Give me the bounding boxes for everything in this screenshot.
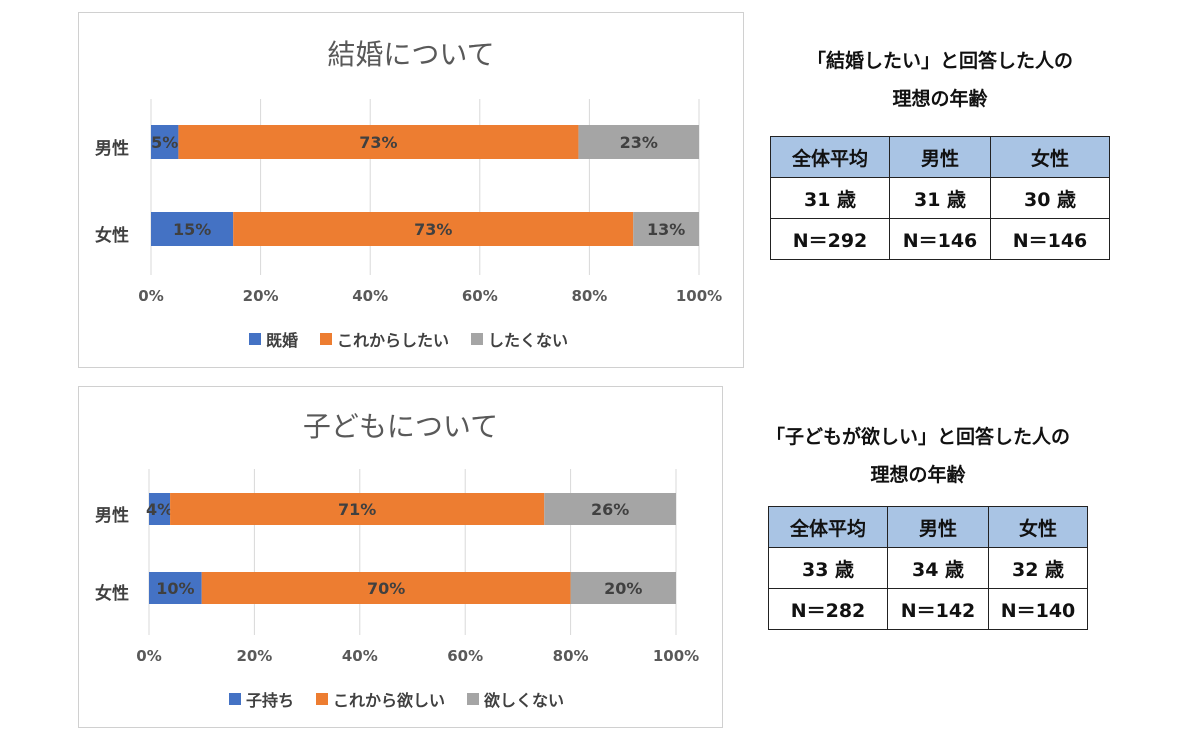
table-cell: N＝140 <box>988 588 1088 630</box>
bar-segment <box>201 572 571 604</box>
marriage-chart: 結婚について 5% 73% 23% 15% 73% 13% 男性 女性 0% 20% 40… <box>78 12 744 368</box>
table-cell: 33 歳 <box>768 547 888 589</box>
category-label-female: 女性 <box>95 584 129 604</box>
x-tick-label: 100% <box>652 647 700 665</box>
table-row: N＝282 N＝142 N＝140 <box>768 588 1088 630</box>
data-label: 20% <box>604 579 642 598</box>
x-tick-label: 40% <box>352 287 389 305</box>
data-label: 73% <box>414 220 452 239</box>
data-label: 10% <box>156 579 194 598</box>
legend-item: これからしたい <box>320 327 449 351</box>
legend-label: これから欲しい <box>333 691 446 710</box>
table-header: 女性 <box>988 506 1088 548</box>
legend-label: したくない <box>488 331 569 350</box>
table-header: 全体平均 <box>768 506 888 548</box>
x-tick-label: 20% <box>242 287 279 305</box>
legend-label: 既婚 <box>266 331 299 350</box>
data-label: 13% <box>647 220 685 239</box>
legend-swatch <box>316 693 329 705</box>
legend: 既婚 これからしたい したくない <box>249 327 568 351</box>
children-chart-plot: 4% 71% 26% 10% 70% 20% <box>146 469 677 635</box>
legend-swatch <box>467 693 480 705</box>
x-tick-label: 60% <box>461 287 498 305</box>
data-label: 15% <box>173 220 211 239</box>
x-tick-label: 100% <box>675 287 723 305</box>
x-tick-label: 20% <box>236 647 273 665</box>
legend-swatch <box>249 333 261 345</box>
side-title-line1: 「結婚したい」と回答した人の <box>806 50 1073 72</box>
bar-segment <box>233 212 634 246</box>
legend: 子持ち これから欲しい 欲しくない <box>229 687 564 711</box>
marriage-ideal-age-block: 「結婚したい」と回答した人の 理想の年齢 全体平均 男性 女性 31 歳 31 … <box>770 42 1110 260</box>
chart-title: 子どもについて <box>302 410 499 443</box>
legend-item: 子持ち <box>229 687 294 711</box>
table-cell: N＝142 <box>887 588 989 630</box>
table-row: 31 歳 31 歳 30 歳 <box>770 177 1110 219</box>
bar-segment <box>151 125 179 159</box>
table-cell: N＝146 <box>990 218 1110 260</box>
ideal-age-table: 全体平均 男性 女性 31 歳 31 歳 30 歳 N＝292 N＝146 N＝… <box>770 136 1110 260</box>
side-title-line2: 理想の年齢 <box>870 464 966 486</box>
x-tick-label: 80% <box>571 287 608 305</box>
data-label: 73% <box>359 133 397 152</box>
x-tick-label: 80% <box>552 647 589 665</box>
data-label: 5% <box>151 133 178 152</box>
table-header: 女性 <box>990 136 1110 178</box>
table-header: 男性 <box>887 506 989 548</box>
table-header: 男性 <box>889 136 991 178</box>
table-cell: N＝292 <box>770 218 890 260</box>
bar-segment <box>578 125 699 159</box>
bar-segment <box>633 212 699 246</box>
legend-item: 欲しくない <box>467 687 564 711</box>
table-cell: 31 歳 <box>770 177 890 219</box>
bar-segment <box>149 572 202 604</box>
bar-segment <box>570 572 676 604</box>
data-label: 70% <box>367 579 405 598</box>
x-tick-label: 40% <box>341 647 378 665</box>
data-label: 26% <box>591 500 629 519</box>
legend-swatch <box>229 693 241 705</box>
children-ideal-age-block: 「子どもが欲しい」と回答した人の 理想の年齢 全体平均 男性 女性 33 歳 3… <box>748 418 1088 630</box>
legend-label: 欲しくない <box>484 691 565 710</box>
table-header-row: 全体平均 男性 女性 <box>768 506 1088 548</box>
table-header-row: 全体平均 男性 女性 <box>770 136 1110 178</box>
children-chart: 子どもについて 4% 71% 26% 10% 70% 20% 男性 女性 0% 20% 4… <box>78 386 723 728</box>
bar-segment <box>544 493 676 525</box>
category-label-male: 男性 <box>95 506 129 526</box>
ideal-age-table: 全体平均 男性 女性 33 歳 34 歳 32 歳 N＝282 N＝142 N＝… <box>768 506 1088 630</box>
side-title-line2: 理想の年齢 <box>892 88 988 110</box>
legend-label: 子持ち <box>246 691 295 710</box>
legend-swatch <box>471 333 484 345</box>
table-cell: 32 歳 <box>988 547 1088 589</box>
x-tick-label: 0% <box>136 647 162 665</box>
chart-title: 結婚について <box>327 38 495 71</box>
bar-segment <box>149 493 171 525</box>
data-label: 23% <box>620 133 658 152</box>
legend-label: これからしたい <box>337 331 450 350</box>
table-cell: N＝146 <box>889 218 991 260</box>
table-cell: 31 歳 <box>889 177 991 219</box>
bar-segment <box>170 493 545 525</box>
table-row: N＝292 N＝146 N＝146 <box>770 218 1110 260</box>
bar-segment <box>151 212 234 246</box>
category-label-male: 男性 <box>95 139 129 159</box>
data-label: 4% <box>146 500 173 519</box>
legend-item: したくない <box>471 327 568 351</box>
x-tick-label: 60% <box>447 647 484 665</box>
table-cell: N＝282 <box>768 588 888 630</box>
table-row: 33 歳 34 歳 32 歳 <box>768 547 1088 589</box>
side-title-line1: 「子どもが欲しい」と回答した人の <box>765 426 1070 448</box>
legend-swatch <box>320 333 333 345</box>
data-label: 71% <box>338 500 376 519</box>
table-cell: 34 歳 <box>887 547 989 589</box>
x-tick-label: 0% <box>138 287 164 305</box>
table-header: 全体平均 <box>770 136 890 178</box>
legend-item: 既婚 <box>249 327 298 351</box>
legend-item: これから欲しい <box>316 687 445 711</box>
table-cell: 30 歳 <box>990 177 1110 219</box>
category-label-female: 女性 <box>95 226 129 246</box>
bar-segment <box>178 125 579 159</box>
marriage-chart-plot: 5% 73% 23% 15% 73% 13% <box>150 99 700 275</box>
